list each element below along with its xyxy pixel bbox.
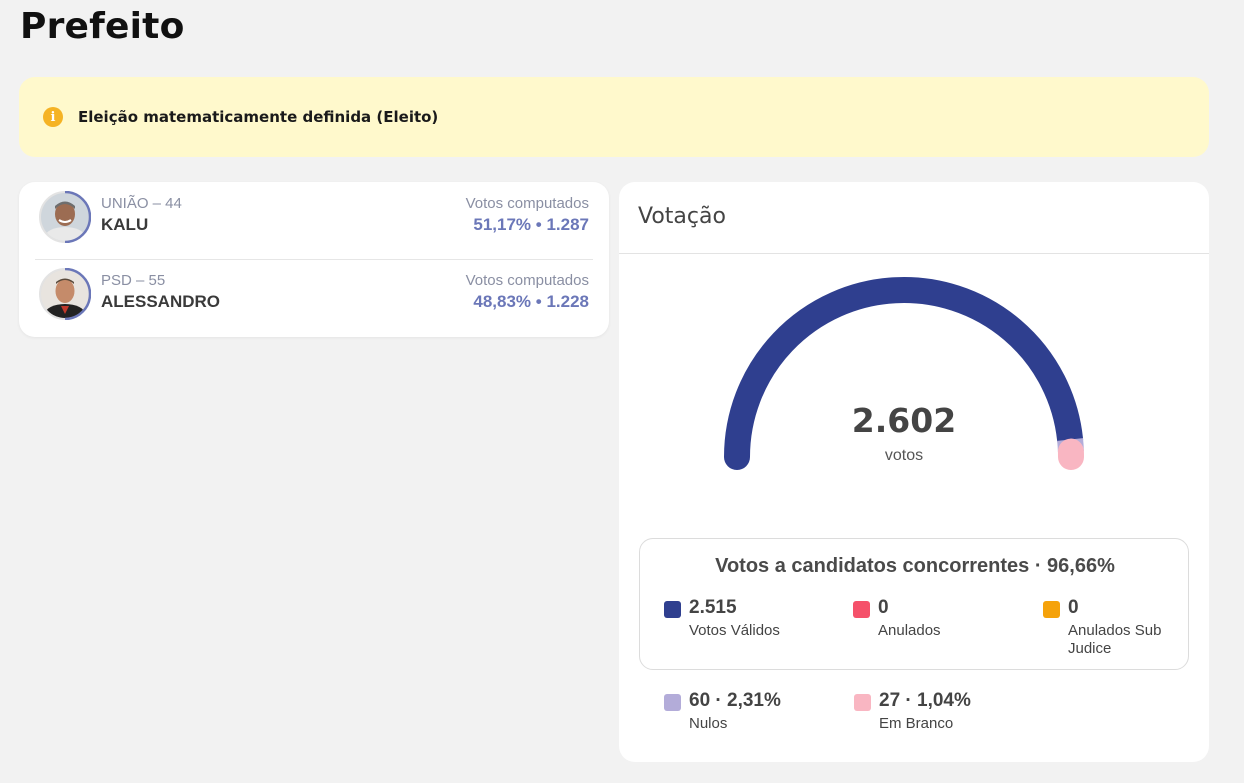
votes-label: Votos computados [465, 272, 589, 289]
legend-item-em-branco: 27 · 1,04% Em Branco [854, 690, 1024, 740]
election-status-alert: i Eleição matematicamente definida (Elei… [19, 77, 1209, 157]
summary-title: Votos a candidatos concorrentes · 96,66% [715, 555, 1115, 577]
legend-label: Em Branco [879, 715, 954, 732]
voting-header: Votação [619, 182, 1209, 254]
candidates-card: UNIÃO – 44 KALU Votos computados 51,17% … [19, 182, 609, 337]
vote-share-ring [64, 191, 91, 243]
candidate-row[interactable]: UNIÃO – 44 KALU Votos computados 51,17% … [19, 182, 609, 259]
candidate-name: ALESSANDRO [101, 292, 221, 311]
legend-item-nulos: 60 · 2,31% Nulos [664, 690, 834, 740]
legend-item-anulados: 0 Anulados [853, 597, 1003, 647]
vote-share-ring [64, 268, 91, 320]
info-icon: i [43, 107, 63, 127]
legend-value: 0 [878, 597, 889, 618]
voting-card: Votação 2.602 votos Votos a candidatos c… [619, 182, 1209, 762]
legend-value: 60 · 2,31% [689, 690, 781, 711]
legend-label: Anulados Sub Judice [1068, 622, 1162, 657]
candidate-name: KALU [101, 215, 149, 234]
candidate-party: UNIÃO – 44 [101, 195, 182, 212]
total-votes-label: votos [884, 447, 924, 464]
legend-value: 2.515 [689, 597, 737, 618]
candidate-party: PSD – 55 [101, 272, 166, 289]
legend-label: Votos Válidos [689, 622, 780, 639]
divider [35, 259, 593, 260]
votes-value: 51,17% • 1.287 [473, 215, 589, 234]
legend-item-votos-validos: 2.515 Votos Válidos [664, 597, 834, 647]
alert-text: Eleição matematicamente definida (Eleito… [78, 108, 439, 126]
candidate-row[interactable]: PSD – 55 ALESSANDRO Votos computados 48,… [19, 259, 609, 336]
legend-swatch [1043, 601, 1060, 618]
legend-label: Nulos [689, 715, 728, 732]
legend-item-anulados-sub-judice: 0 Anulados Sub Judice [1043, 597, 1173, 663]
total-votes: 2.602 [851, 401, 957, 440]
legend-swatch [664, 601, 681, 618]
legend-value: 27 · 1,04% [879, 690, 971, 711]
votes-value: 48,83% • 1.228 [473, 292, 589, 311]
page-title: Prefeito [20, 6, 185, 47]
legend-swatch [664, 694, 681, 711]
vote-summary-box: Votos a candidatos concorrentes · 96,66%… [639, 538, 1189, 670]
vote-gauge-chart [724, 277, 1084, 470]
legend-swatch [853, 601, 870, 618]
legend-value: 0 [1068, 597, 1079, 618]
votes-label: Votos computados [465, 195, 589, 212]
legend-swatch [854, 694, 871, 711]
legend-label: Anulados [878, 622, 941, 639]
voting-title: Votação [638, 204, 726, 229]
gauge-segment-votos-v-lidos [724, 277, 1084, 470]
